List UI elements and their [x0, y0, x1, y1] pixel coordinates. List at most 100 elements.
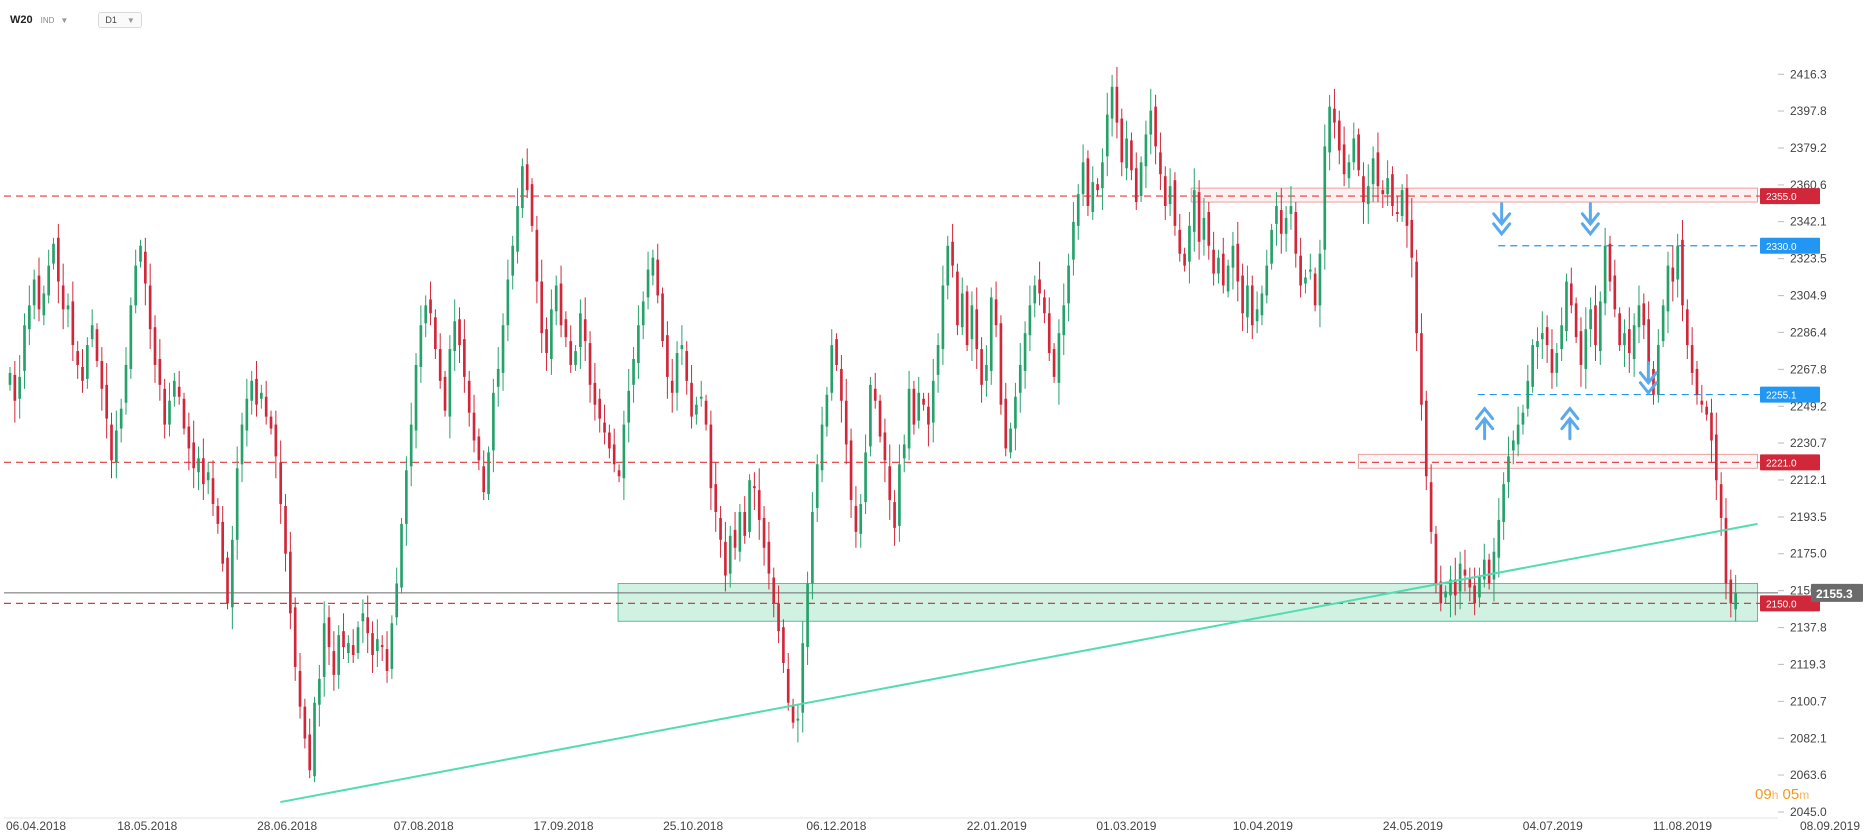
candle-body — [134, 265, 138, 306]
candle-body — [110, 424, 113, 461]
candle-body — [1275, 206, 1278, 224]
arrow-stroke — [1475, 406, 1495, 441]
timeframe-label: D1 — [105, 15, 117, 25]
candle-body — [1671, 267, 1675, 282]
y-tick-label: 2304.9 — [1790, 289, 1827, 303]
candle-body — [743, 511, 747, 536]
arrow-down-icon — [1638, 361, 1658, 396]
candle-body — [941, 285, 945, 350]
market-selector[interactable]: IND ▼ — [41, 16, 69, 25]
candle-body — [1598, 301, 1602, 352]
candle-body — [1405, 188, 1409, 226]
price-tags-layer: 2355.0 2221.0 2150.0 2330.0 2255.1 2155.3 — [1760, 188, 1863, 612]
candle-body — [71, 301, 75, 346]
candle-body — [18, 376, 21, 399]
arrow-down-icon — [1492, 202, 1512, 237]
x-tick-label: 25.10.2018 — [663, 819, 723, 833]
candle-body — [1569, 283, 1573, 306]
candle-body — [946, 245, 950, 286]
candle-body — [1560, 325, 1563, 350]
candle-body — [1178, 229, 1182, 254]
candle-body — [1420, 333, 1423, 405]
candle-body — [405, 470, 408, 524]
candle-body — [1149, 110, 1153, 135]
candle-body — [226, 557, 229, 604]
candle-body — [235, 468, 239, 540]
y-axis: 2416.32397.82379.22360.62342.12323.52304… — [1778, 67, 1827, 819]
candle-body — [733, 529, 737, 548]
candle-body — [86, 345, 89, 379]
candle-body — [438, 349, 442, 381]
candle-body — [61, 285, 65, 310]
candle-body — [318, 678, 321, 705]
candle-body — [796, 718, 800, 721]
candle-body — [864, 452, 867, 503]
candle-body — [1337, 120, 1341, 151]
chevron-down-icon: ▼ — [60, 15, 69, 25]
candle-body — [835, 339, 838, 365]
candle-body — [661, 293, 664, 342]
candle-body — [1381, 190, 1385, 195]
candle-body — [202, 458, 205, 485]
x-tick-label: 01.03.2019 — [1096, 819, 1156, 833]
candle-body — [791, 704, 795, 723]
candle-body — [1690, 345, 1694, 373]
last-price-label: 2155.3 — [1816, 587, 1853, 601]
candle-body — [907, 388, 911, 449]
candle-body — [1536, 341, 1539, 348]
candle-body — [869, 384, 872, 447]
candle-body — [1192, 190, 1196, 232]
candle-body — [1734, 592, 1737, 610]
candle-body — [1202, 217, 1206, 240]
candle-body — [197, 458, 200, 473]
candle-body — [709, 424, 713, 489]
candle-body — [1594, 305, 1597, 346]
x-tick-label: 04.07.2019 — [1523, 819, 1583, 833]
candle-body — [414, 364, 418, 431]
candle-body — [1188, 225, 1191, 262]
candle-body — [849, 440, 853, 501]
levels-layer — [4, 195, 1778, 604]
candle-body — [496, 368, 500, 387]
candle-body — [1400, 190, 1404, 216]
countdown-minutes: 05 — [1782, 786, 1800, 803]
candle-body — [1429, 482, 1433, 532]
candle-body — [1642, 303, 1646, 326]
candle-body — [1386, 178, 1389, 195]
candle-body — [801, 643, 805, 713]
candle-body — [559, 283, 563, 326]
candle-body — [545, 329, 548, 354]
candle-body — [240, 424, 244, 465]
candle-body — [598, 398, 602, 419]
candle-body — [888, 466, 892, 501]
candle-body — [308, 734, 312, 771]
candle-body — [231, 539, 234, 608]
candle-body — [1502, 484, 1505, 522]
candle-body — [685, 351, 689, 381]
candle-body — [873, 388, 877, 401]
candle-body — [90, 325, 94, 340]
candle-body — [1221, 253, 1225, 286]
candle-body — [1168, 186, 1172, 205]
candle-body — [777, 603, 780, 632]
candle-body — [1265, 265, 1269, 296]
candle-body — [956, 271, 959, 326]
arrow-stroke — [1638, 361, 1658, 396]
arrow-stroke — [1560, 406, 1580, 441]
candle-body — [1299, 255, 1302, 286]
candle-body — [569, 341, 573, 365]
instrument-symbol[interactable]: W20 — [10, 14, 33, 26]
countdown-hours-unit: h — [1771, 788, 1779, 802]
candle-body — [825, 394, 829, 427]
candle-body — [467, 380, 471, 413]
candle-body — [695, 404, 698, 415]
candle-body — [1453, 579, 1457, 596]
y-tick-label: 2212.1 — [1790, 473, 1827, 487]
candle-body — [627, 390, 631, 423]
candle-countdown: 09h 05m — [1755, 786, 1809, 803]
candle-body — [757, 490, 761, 520]
candle-body — [163, 388, 167, 425]
timeframe-select[interactable]: D1 ▼ — [98, 12, 142, 28]
candle-body — [593, 382, 597, 405]
